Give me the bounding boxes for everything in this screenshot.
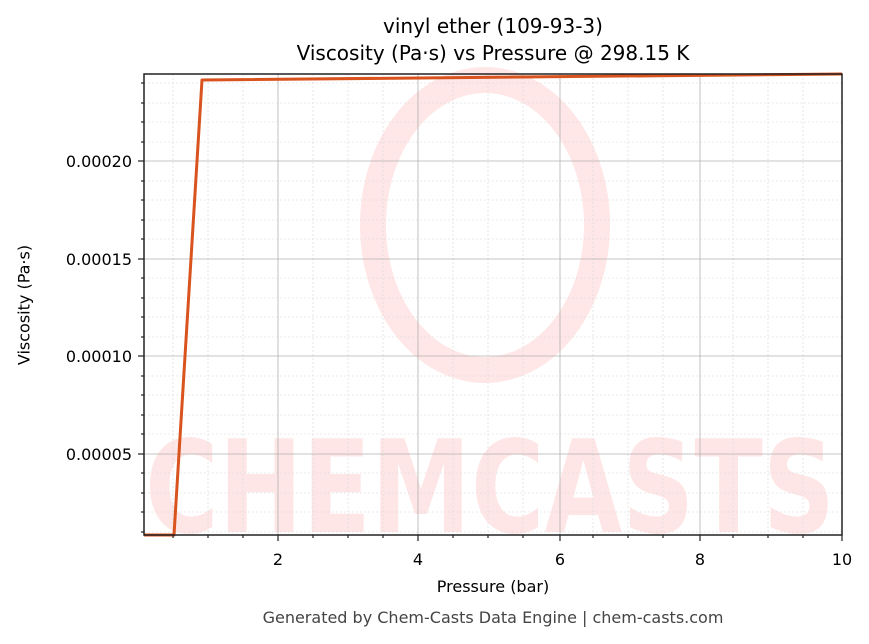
svg-text:2: 2 — [273, 550, 283, 569]
x-axis-label: Pressure (bar) — [436, 577, 550, 596]
minor-grid — [144, 74, 842, 535]
major-grid — [144, 74, 842, 535]
svg-text:8: 8 — [695, 550, 705, 569]
svg-text:6: 6 — [555, 550, 565, 569]
svg-text:0.00005: 0.00005 — [66, 445, 132, 464]
svg-text:0.00010: 0.00010 — [66, 347, 132, 366]
svg-text:4: 4 — [413, 550, 423, 569]
x-tick-labels: 2 4 6 8 10 — [273, 550, 852, 569]
svg-text:0.00020: 0.00020 — [66, 152, 132, 171]
svg-text:10: 10 — [832, 550, 852, 569]
svg-text:0.00015: 0.00015 — [66, 250, 132, 269]
axes-frame — [143, 73, 843, 536]
watermark: CHEMCASTS — [145, 67, 835, 563]
footer-credit: Generated by Chem-Casts Data Engine | ch… — [262, 608, 724, 627]
chart-subtitle: Viscosity (Pa·s) vs Pressure @ 298.15 K — [296, 41, 690, 65]
svg-text:CHEMCASTS: CHEMCASTS — [145, 414, 835, 563]
y-ticks — [138, 82, 144, 533]
x-ticks — [172, 535, 843, 541]
y-tick-labels: 0.00005 0.00010 0.00015 0.00020 — [66, 152, 132, 464]
y-axis-label: Viscosity (Pa·s) — [14, 244, 34, 366]
chart-title: vinyl ether (109-93-3) — [383, 14, 603, 38]
